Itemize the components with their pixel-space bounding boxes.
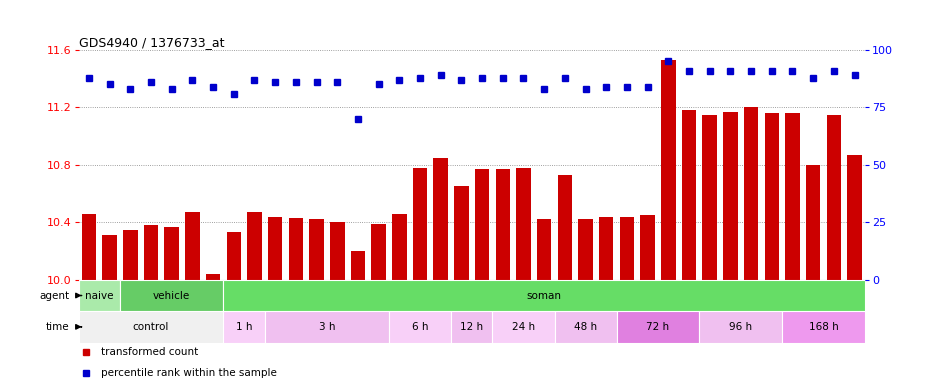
Bar [413, 168, 427, 280]
Bar [554, 311, 617, 343]
Bar [81, 214, 96, 280]
Bar [492, 311, 554, 343]
Bar [309, 220, 324, 280]
Bar [265, 311, 389, 343]
Bar [516, 168, 531, 280]
Bar [372, 224, 386, 280]
Bar [765, 113, 779, 280]
Text: 1 h: 1 h [236, 322, 253, 332]
Bar [165, 227, 179, 280]
Bar [847, 155, 862, 280]
Bar [599, 217, 613, 280]
Text: transformed count: transformed count [101, 347, 198, 357]
Bar [227, 232, 241, 280]
Bar [389, 311, 451, 343]
Bar [699, 311, 783, 343]
Bar [783, 311, 865, 343]
Bar [475, 169, 489, 280]
Bar [206, 274, 220, 280]
Bar [578, 220, 593, 280]
Bar [702, 114, 717, 280]
Bar [143, 225, 158, 280]
Bar [617, 311, 699, 343]
Bar [806, 165, 820, 280]
Text: time: time [45, 322, 69, 332]
Bar [103, 235, 117, 280]
Bar [392, 214, 407, 280]
Text: 6 h: 6 h [412, 322, 428, 332]
Bar [289, 218, 303, 280]
Bar [79, 280, 120, 311]
Text: naive: naive [85, 291, 114, 301]
Text: 12 h: 12 h [460, 322, 483, 332]
Text: 24 h: 24 h [512, 322, 535, 332]
Bar [682, 110, 697, 280]
Text: vehicle: vehicle [154, 291, 191, 301]
Bar [640, 215, 655, 280]
Text: agent: agent [39, 291, 69, 301]
Text: soman: soman [526, 291, 561, 301]
Bar [224, 280, 865, 311]
Bar [744, 108, 758, 280]
Bar [123, 230, 138, 280]
Bar [247, 212, 262, 280]
Bar [620, 217, 635, 280]
Bar [224, 311, 265, 343]
Text: 48 h: 48 h [574, 322, 598, 332]
Text: 96 h: 96 h [729, 322, 752, 332]
Bar [723, 112, 737, 280]
Bar [185, 212, 200, 280]
Bar [351, 251, 365, 280]
Bar [434, 158, 448, 280]
Bar [330, 222, 344, 280]
Bar [496, 169, 510, 280]
Bar [451, 311, 492, 343]
Bar [558, 175, 572, 280]
Bar [268, 217, 282, 280]
Bar [785, 113, 800, 280]
Text: 3 h: 3 h [319, 322, 335, 332]
Bar [79, 311, 224, 343]
Text: GDS4940 / 1376733_at: GDS4940 / 1376733_at [79, 36, 224, 49]
Bar [827, 114, 841, 280]
Text: percentile rank within the sample: percentile rank within the sample [101, 367, 277, 377]
Text: control: control [133, 322, 169, 332]
Bar [661, 60, 675, 280]
Text: 72 h: 72 h [647, 322, 670, 332]
Bar [536, 220, 551, 280]
Bar [454, 186, 469, 280]
Bar [120, 280, 224, 311]
Text: 168 h: 168 h [808, 322, 838, 332]
